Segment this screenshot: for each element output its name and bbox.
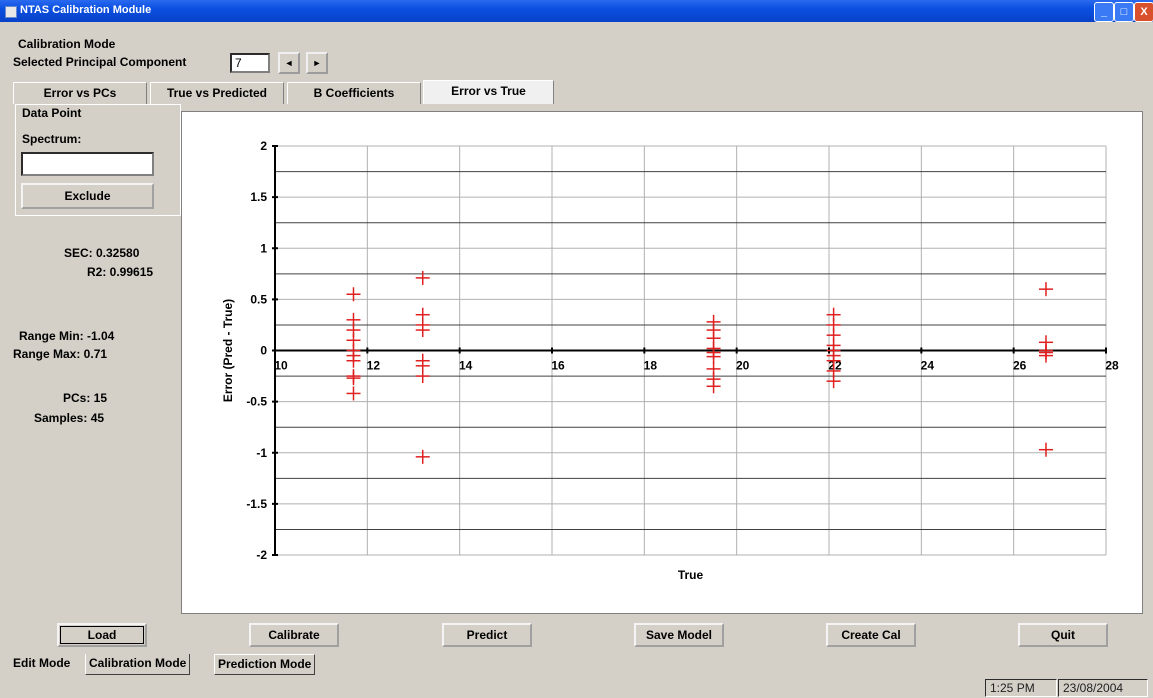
x-tick-label: 26	[1013, 359, 1027, 373]
prev-component-button[interactable]: ◄	[278, 52, 300, 74]
y-tick-label: 0.5	[250, 292, 267, 306]
y-axis-label: Error (Pred - True)	[221, 299, 235, 402]
chart-panel: 10 12 14 16 18 20 22 24 26 28 2 1.5 1 0.5 0 -0.5 -1 -1.5 -…	[181, 111, 1143, 614]
principal-component-label: Selected Principal Component	[13, 55, 187, 69]
data-point-marker	[415, 270, 430, 285]
data-point-marker	[415, 369, 430, 384]
title-bar: NTAS Calibration Module _ □ X	[0, 0, 1153, 22]
pcs-value: PCs: 15	[63, 391, 108, 405]
x-tick-label: 24	[921, 359, 935, 373]
calibration-mode-label: Calibration Mode	[18, 37, 116, 51]
status-date: 23/08/2004	[1058, 679, 1148, 697]
minimize-button[interactable]: _	[1094, 2, 1114, 22]
x-axis-label: True	[678, 568, 704, 582]
y-tick-label: 1.5	[250, 190, 267, 204]
close-button[interactable]: X	[1134, 2, 1153, 22]
maximize-button[interactable]: □	[1114, 2, 1134, 22]
status-bar: 1:25 PM 23/08/2004	[0, 676, 1153, 698]
y-tick-label: 2	[260, 139, 267, 153]
data-point-marker	[415, 323, 430, 338]
data-point-marker	[346, 353, 361, 368]
spectrum-input[interactable]	[21, 152, 154, 176]
predict-button[interactable]: Predict	[442, 623, 532, 647]
x-tick-label: 16	[551, 359, 565, 373]
x-tick-label: 10	[274, 359, 288, 373]
tab-true-vs-predicted[interactable]: True vs Predicted	[150, 82, 284, 104]
load-button[interactable]: Load	[57, 623, 147, 647]
next-component-button[interactable]: ►	[306, 52, 328, 74]
data-point-marker	[1038, 282, 1053, 297]
range-min-value: Range Min: -1.04	[19, 329, 115, 343]
quit-button[interactable]: Quit	[1018, 623, 1108, 647]
r2-value: R2: 0.99615	[87, 265, 154, 279]
data-point-marker	[346, 371, 361, 386]
y-tick-label: -1.5	[246, 497, 267, 511]
y-tick-label: -0.5	[246, 395, 267, 409]
save-model-button[interactable]: Save Model	[634, 623, 724, 647]
y-tick-label: 1	[260, 241, 267, 255]
data-point-marker	[346, 287, 361, 302]
y-tick-label: -2	[256, 548, 267, 562]
range-max-value: Range Max: 0.71	[13, 347, 108, 361]
x-tick-label: 28	[1105, 359, 1119, 373]
samples-value: Samples: 45	[34, 411, 105, 425]
tab-edit-mode[interactable]: Edit Mode	[13, 656, 71, 670]
data-point-marker	[706, 379, 721, 394]
data-point-marker	[1038, 348, 1053, 363]
y-tick-label: 0	[260, 344, 267, 358]
tab-prediction-mode[interactable]: Prediction Mode	[214, 654, 316, 675]
error-vs-true-chart: 10 12 14 16 18 20 22 24 26 28 2 1.5 1 0.5 0 -0.5 -1 -1.5 -…	[221, 139, 1119, 582]
exclude-button[interactable]: Exclude	[21, 183, 154, 209]
data-point-marker	[1038, 442, 1053, 457]
data-point-marker	[415, 449, 430, 464]
tab-error-vs-pcs[interactable]: Error vs PCs	[13, 82, 147, 104]
window-title: NTAS Calibration Module	[20, 4, 152, 16]
tab-b-coefficients[interactable]: B Coefficients	[287, 82, 421, 104]
sec-value: SEC: 0.32580	[64, 246, 140, 260]
data-point-group	[15, 104, 181, 216]
app-icon	[5, 6, 17, 18]
x-tick-label: 14	[459, 359, 473, 373]
status-time: 1:25 PM	[985, 679, 1057, 697]
data-point-marker	[346, 386, 361, 401]
x-tick-label: 12	[367, 359, 381, 373]
principal-component-input[interactable]: 7	[230, 53, 270, 73]
data-point-marker	[826, 374, 841, 389]
create-cal-button[interactable]: Create Cal	[826, 623, 916, 647]
spectrum-label: Spectrum:	[22, 132, 82, 146]
tab-error-vs-true[interactable]: Error vs True	[423, 80, 554, 104]
y-tick-label: -1	[256, 446, 267, 460]
tab-calibration-mode[interactable]: Calibration Mode	[85, 654, 191, 675]
x-tick-label: 22	[828, 359, 842, 373]
calibrate-button[interactable]: Calibrate	[249, 623, 339, 647]
x-tick-label: 20	[736, 359, 750, 373]
data-point-marker	[706, 349, 721, 364]
x-tick-label: 18	[644, 359, 658, 373]
data-point-label: Data Point	[22, 106, 82, 120]
